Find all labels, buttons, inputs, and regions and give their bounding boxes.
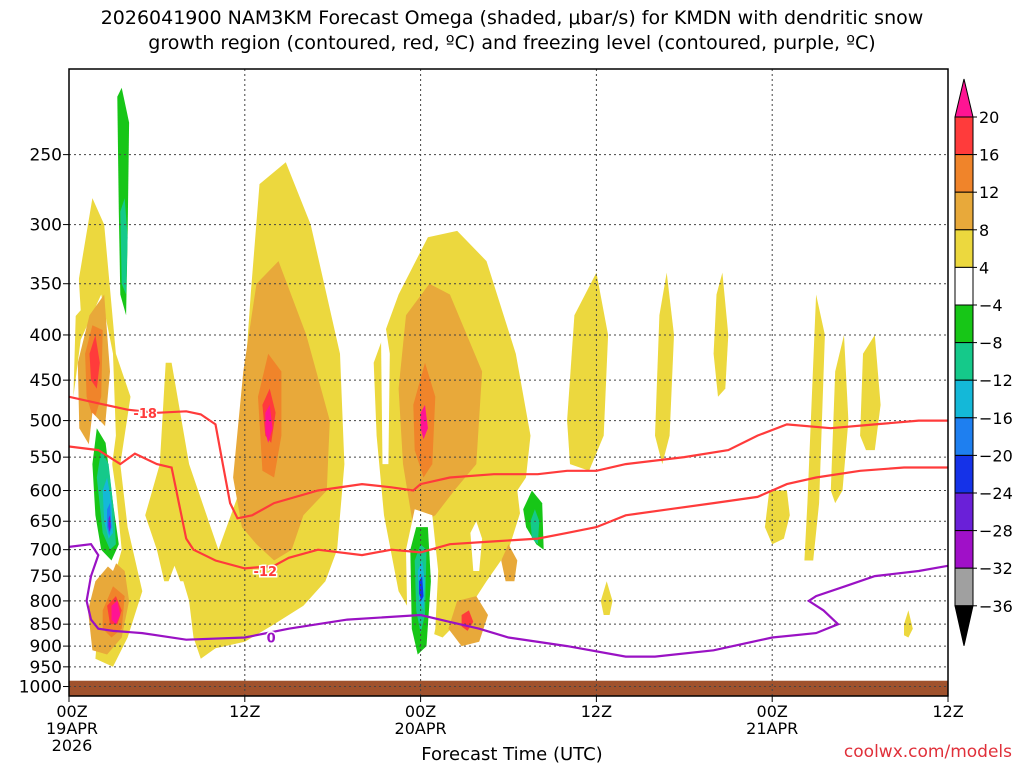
y-tick-label-800: 800 — [30, 592, 62, 612]
omega-region-17 — [501, 544, 518, 582]
colorbar-label-6: −8 — [979, 334, 1003, 353]
omega-region-14 — [233, 261, 330, 561]
colorbar-label-5: −4 — [979, 296, 1003, 315]
x-tick-label-24-1: 00Z — [405, 702, 436, 721]
omega-region-52 — [108, 515, 111, 532]
colorbar-label-13: −36 — [979, 597, 1013, 616]
colorbar-label-7: −12 — [979, 371, 1013, 390]
omega-region-22 — [89, 335, 100, 389]
omega-region-9 — [860, 335, 881, 451]
colorbar-label-1: 16 — [979, 146, 999, 165]
colorbar-bin-4 — [954, 266, 974, 306]
omega-region-35 — [381, 325, 390, 465]
colorbar-label-3: 8 — [979, 221, 989, 240]
omega-region-31 — [69, 261, 81, 321]
contour-line--12 — [69, 445, 948, 570]
colorbar-label-11: −28 — [979, 522, 1013, 541]
omega-region-4 — [655, 272, 674, 465]
ground-terrain — [69, 680, 948, 696]
omega-region-8 — [830, 335, 849, 504]
x-tick-label-24-2: 20APR — [395, 719, 447, 738]
omega-region-39 — [565, 496, 579, 539]
y-tick-label-500: 500 — [30, 412, 62, 432]
omega-region-27 — [265, 404, 273, 443]
x-tick-label-60-1: 12Z — [932, 702, 963, 721]
contour-line-0 — [69, 543, 948, 658]
colorbar-bin-11 — [954, 530, 974, 569]
colorbar-label-4: 4 — [979, 258, 989, 277]
colorbar-top-arrow — [954, 78, 974, 118]
y-tick-label-300: 300 — [30, 216, 62, 236]
y-tick-label-1000: 1000 — [19, 678, 62, 698]
colorbar-bottom-arrow — [954, 605, 974, 646]
x-axis-label: Forecast Time (UTC) — [421, 744, 603, 765]
colorbar-bin-3 — [954, 229, 974, 268]
x-tick-label-0-2: 19APR — [46, 719, 98, 738]
contour-label--12: -12 — [254, 565, 278, 580]
omega-region-10 — [904, 610, 913, 638]
omega-region-44 — [120, 198, 128, 295]
colorbar-bin-6 — [954, 342, 974, 381]
y-tick-label-750: 750 — [30, 567, 62, 587]
colorbar-bin-5 — [954, 304, 974, 344]
y-tick-label-450: 450 — [30, 371, 62, 391]
colorbar-bin-12 — [954, 567, 974, 607]
plot-frame — [68, 68, 949, 697]
x-tick-label-0-1: 00Z — [56, 702, 87, 721]
omega-region-11 — [600, 581, 613, 615]
colorbar-label-8: −16 — [979, 409, 1013, 428]
colorbar-bin-8 — [954, 417, 974, 456]
colorbar-label-2: 12 — [979, 183, 999, 202]
colorbar-label-10: −24 — [979, 484, 1013, 503]
colorbar-bin-7 — [954, 379, 974, 419]
y-tick-label-550: 550 — [30, 448, 62, 468]
y-tick-label-900: 900 — [30, 637, 62, 657]
contour-label--18: -18 — [133, 407, 157, 422]
omega-region-47 — [530, 509, 540, 545]
x-tick-label-36-1: 12Z — [581, 702, 612, 721]
omega-region-3 — [567, 272, 609, 471]
y-tick-label-950: 950 — [30, 658, 62, 678]
x-tick-label-0-3: 2026 — [52, 736, 93, 755]
colorbar-label-0: 20 — [979, 108, 999, 127]
chart-title-line2: growth region (contoured, red, ºC) and f… — [148, 32, 876, 54]
x-tick-label-12-1: 12Z — [229, 702, 260, 721]
omega-region-6 — [764, 490, 790, 545]
omega-region-15 — [398, 283, 483, 528]
omega-region-33 — [203, 325, 217, 397]
colorbar-bin-9 — [954, 454, 974, 494]
omega-region-32 — [181, 362, 203, 443]
contour-label-0: 0 — [267, 631, 276, 646]
chart-title-line1: 2026041900 NAM3KM Forecast Omega (shaded… — [100, 7, 924, 29]
colorbar-bin-0 — [954, 116, 974, 156]
colorbar-bin-2 — [954, 191, 974, 231]
colorbar-bin-1 — [954, 154, 974, 193]
contour-line--18 — [69, 395, 948, 520]
y-tick-label-600: 600 — [30, 482, 62, 502]
y-tick-label-850: 850 — [30, 615, 62, 635]
omega-region-37 — [470, 521, 483, 571]
omega-region-26 — [111, 600, 121, 625]
colorbar-bin-10 — [954, 492, 974, 532]
colorbar-label-12: −32 — [979, 559, 1013, 578]
y-tick-label-700: 700 — [30, 541, 62, 561]
y-tick-label-400: 400 — [30, 326, 62, 346]
colorbar-label-9: −20 — [979, 446, 1013, 465]
omega-region-28 — [420, 404, 428, 440]
x-tick-label-48-2: 21APR — [746, 719, 798, 738]
y-tick-label-650: 650 — [30, 512, 62, 532]
x-tick-label-48-1: 00Z — [757, 702, 788, 721]
y-tick-label-350: 350 — [30, 275, 62, 295]
omega-region-34 — [168, 565, 181, 615]
site-credit: coolwx.com/models — [843, 742, 1012, 762]
y-tick-label-250: 250 — [30, 146, 62, 166]
